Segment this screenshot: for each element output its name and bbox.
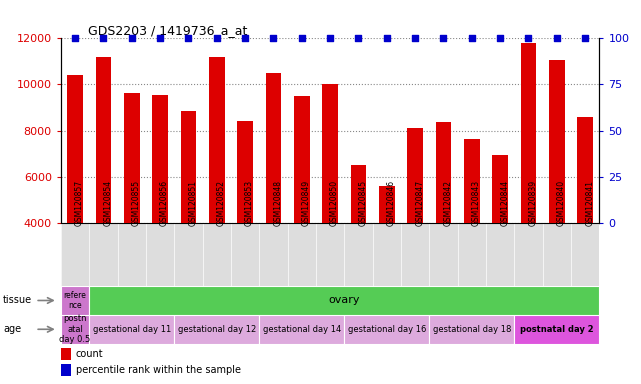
Point — [297, 35, 307, 41]
Text: GSM120842: GSM120842 — [444, 180, 453, 226]
Text: GSM120841: GSM120841 — [585, 180, 594, 226]
Bar — [351, 165, 366, 223]
Point — [523, 35, 533, 41]
Bar — [153, 95, 168, 223]
Point — [552, 35, 562, 41]
Text: gestational day 14: gestational day 14 — [263, 325, 341, 334]
Text: refere
nce: refere nce — [63, 291, 87, 310]
Point — [269, 35, 279, 41]
Text: GSM120857: GSM120857 — [75, 180, 84, 226]
Text: GSM120856: GSM120856 — [160, 180, 169, 226]
Point — [467, 35, 477, 41]
Bar — [61, 348, 71, 360]
Bar — [67, 75, 83, 223]
Bar — [549, 60, 565, 223]
Bar — [429, 315, 514, 344]
Bar — [344, 315, 429, 344]
Point — [155, 35, 165, 41]
Text: tissue: tissue — [3, 295, 32, 306]
Bar — [89, 315, 174, 344]
Text: GSM120851: GSM120851 — [188, 180, 197, 226]
Bar — [265, 73, 281, 223]
Text: count: count — [76, 349, 104, 359]
Point — [127, 35, 137, 41]
Point — [438, 35, 449, 41]
Text: GSM120845: GSM120845 — [358, 180, 367, 226]
Point — [580, 35, 590, 41]
Text: gestational day 12: gestational day 12 — [178, 325, 256, 334]
Bar — [209, 57, 224, 223]
Point — [381, 35, 392, 41]
Bar — [578, 117, 593, 223]
Text: GSM120848: GSM120848 — [274, 180, 283, 226]
Text: GSM120854: GSM120854 — [103, 180, 112, 226]
Text: postn
atal
day 0.5: postn atal day 0.5 — [60, 314, 90, 344]
Text: GSM120844: GSM120844 — [500, 180, 509, 226]
Bar — [61, 364, 71, 376]
Point — [183, 35, 194, 41]
Point — [325, 35, 335, 41]
Point — [98, 35, 108, 41]
Bar — [379, 186, 395, 223]
Text: ovary: ovary — [329, 295, 360, 306]
Text: GDS2203 / 1419736_a_at: GDS2203 / 1419736_a_at — [88, 24, 247, 37]
Bar — [464, 139, 479, 223]
Bar — [294, 96, 310, 223]
Bar — [174, 315, 259, 344]
Text: percentile rank within the sample: percentile rank within the sample — [76, 365, 241, 375]
Text: gestational day 11: gestational day 11 — [92, 325, 171, 334]
Point — [495, 35, 505, 41]
Text: GSM120852: GSM120852 — [217, 180, 226, 226]
Point — [353, 35, 363, 41]
Text: GSM120843: GSM120843 — [472, 180, 481, 226]
Bar — [436, 122, 451, 223]
Text: GSM120849: GSM120849 — [302, 180, 311, 226]
Bar — [181, 111, 196, 223]
Bar — [520, 43, 537, 223]
Bar — [237, 121, 253, 223]
Text: gestational day 18: gestational day 18 — [433, 325, 511, 334]
Point — [70, 35, 80, 41]
Bar — [322, 84, 338, 223]
Bar — [124, 93, 140, 223]
Bar — [514, 315, 599, 344]
Text: GSM120850: GSM120850 — [330, 180, 339, 226]
Bar — [61, 286, 89, 315]
Text: GSM120853: GSM120853 — [245, 180, 254, 226]
Bar — [259, 315, 344, 344]
Point — [240, 35, 250, 41]
Text: gestational day 16: gestational day 16 — [347, 325, 426, 334]
Bar — [492, 155, 508, 223]
Point — [212, 35, 222, 41]
Text: GSM120840: GSM120840 — [557, 180, 566, 226]
Text: GSM120847: GSM120847 — [415, 180, 424, 226]
Bar — [407, 128, 423, 223]
Bar — [96, 57, 111, 223]
Bar — [61, 315, 89, 344]
Text: GSM120846: GSM120846 — [387, 180, 395, 226]
Text: GSM120839: GSM120839 — [528, 180, 538, 226]
Text: GSM120855: GSM120855 — [132, 180, 141, 226]
Point — [410, 35, 420, 41]
Text: postnatal day 2: postnatal day 2 — [520, 325, 594, 334]
Text: age: age — [3, 324, 21, 334]
